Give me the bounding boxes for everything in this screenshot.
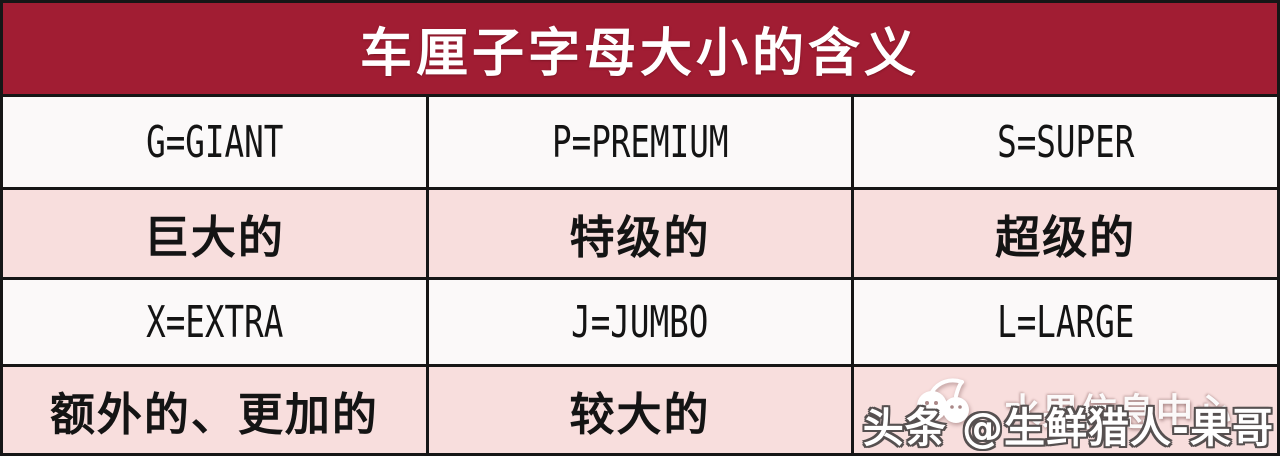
table-cell-large-meaning (854, 367, 1277, 453)
table-cell-giant-meaning: 巨大的 (3, 190, 426, 277)
table-cell-premium-meaning: 特级的 (428, 190, 852, 277)
table-cell-p-premium: P=PREMIUM (428, 97, 852, 187)
table-cell-extra-meaning: 额外的、更加的 (3, 367, 426, 453)
cell-text: 额外的、更加的 (49, 387, 379, 441)
table-cell-s-super: S=SUPER (854, 97, 1277, 187)
table-cell-x-extra: X=EXTRA (3, 280, 426, 364)
table-title-bar: 车厘子字母大小的含义 (3, 3, 1277, 94)
cell-text: X=EXTRA (145, 296, 283, 348)
bottom-margin (0, 456, 1280, 462)
table-cell-jumbo-meaning: 较大的 (428, 367, 852, 453)
cell-text: L=LARGE (997, 296, 1135, 348)
table-cell-super-meaning: 超级的 (854, 190, 1277, 277)
cell-text: 特级的 (569, 211, 711, 264)
table-cell-j-jumbo: J=JUMBO (428, 280, 852, 364)
cell-text: S=SUPER (997, 116, 1135, 168)
table-cell-g-giant: G=GIANT (3, 97, 426, 187)
cell-text: 较大的 (569, 387, 711, 441)
cell-text: 超级的 (995, 211, 1137, 264)
cell-text: P=PREMIUM (551, 116, 729, 168)
cell-text: J=JUMBO (571, 296, 709, 348)
page-title: 车厘子字母大小的含义 (359, 24, 920, 84)
cell-text: 巨大的 (143, 211, 285, 264)
table-cell-l-large: L=LARGE (854, 280, 1277, 364)
cell-text: G=GIANT (145, 116, 283, 168)
